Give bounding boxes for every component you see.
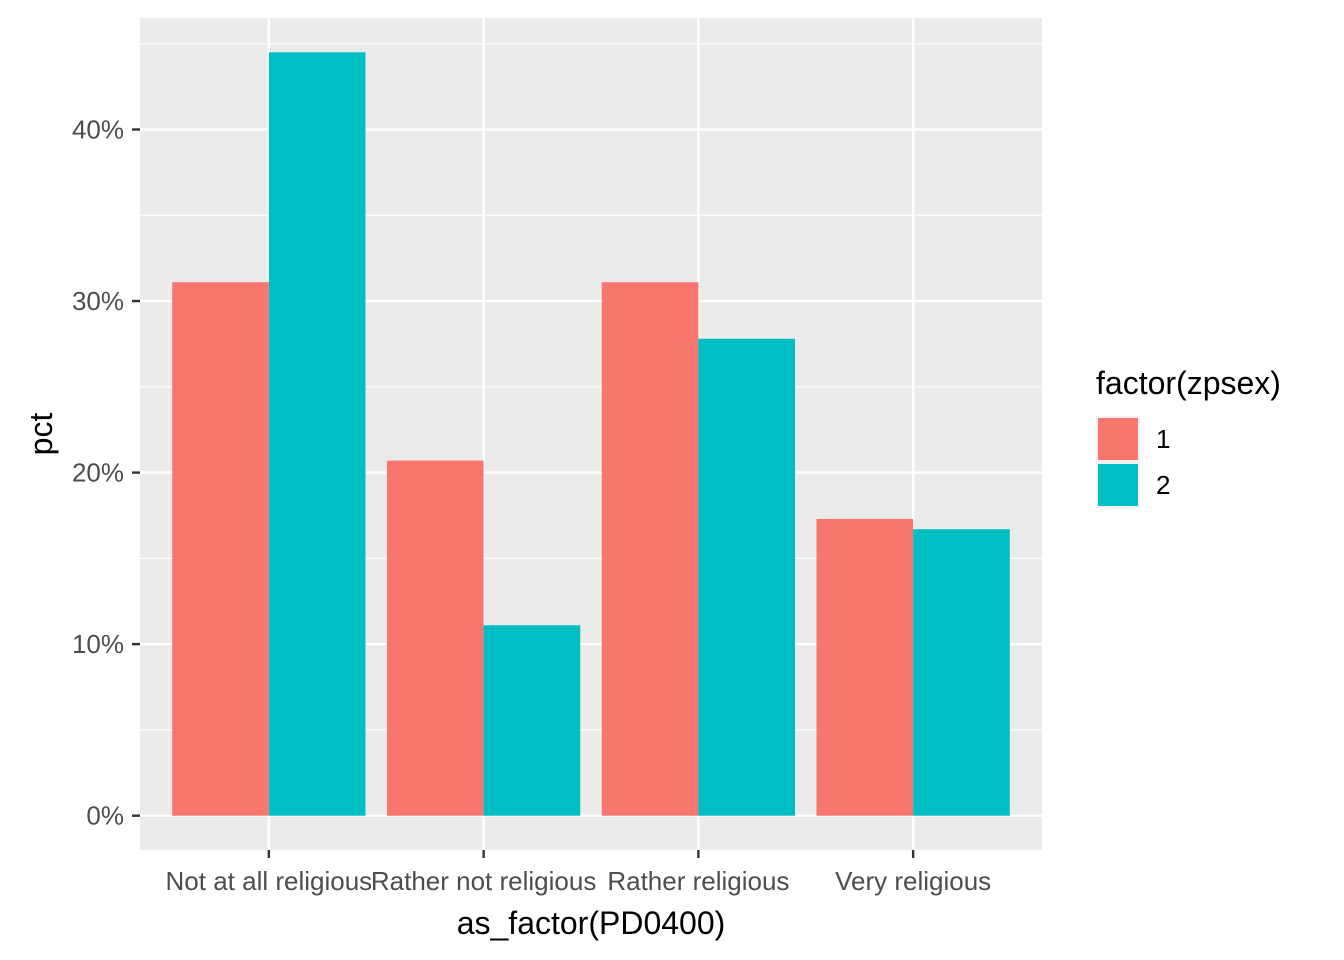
legend-key-2 [1098,464,1138,506]
y-tick-label: 20% [72,458,124,488]
bar-series-1 [601,282,699,816]
y-axis: 0% 10% 20% 30% 40% [72,115,140,831]
bars [172,52,1010,816]
bar-series-2 [698,338,796,816]
x-tick-label: Rather not religious [371,866,596,896]
legend-label-2: 2 [1156,470,1170,500]
x-tick-label: Rather religious [607,866,789,896]
x-axis-title: as_factor(PD0400) [457,905,726,941]
bar-series-1 [816,518,914,816]
y-axis-title: pct [23,413,59,456]
x-tick-label: Very religious [835,866,991,896]
bar-series-1 [386,460,484,816]
legend-title: factor(zpsex) [1096,365,1281,401]
y-tick-label: 40% [72,115,124,145]
bar-series-1 [172,282,269,816]
legend: factor(zpsex) 1 2 [1096,365,1281,508]
bar-series-2 [913,529,1010,816]
legend-key-1 [1098,418,1138,460]
bar-series-2 [268,52,366,816]
y-tick-label: 10% [72,629,124,659]
y-tick-label: 30% [72,286,124,316]
y-tick-label: 0% [86,801,124,831]
legend-label-1: 1 [1156,424,1170,454]
x-tick-label: Not at all religious [166,866,373,896]
bar-series-2 [483,625,581,816]
